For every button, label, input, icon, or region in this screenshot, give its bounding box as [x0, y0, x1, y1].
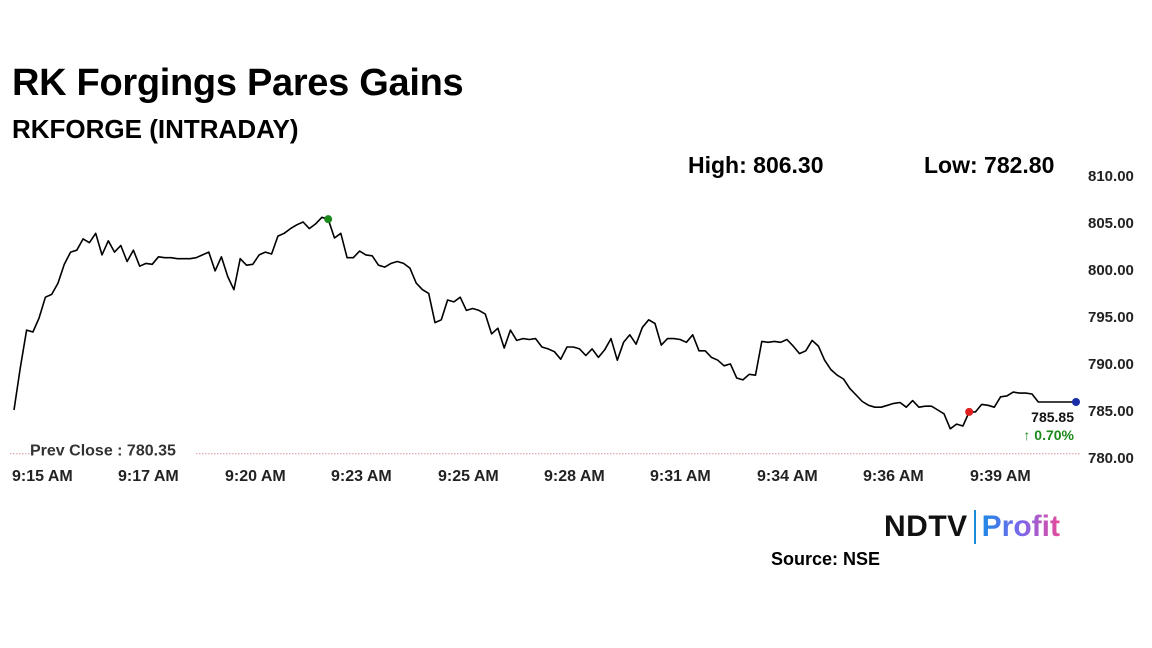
low-point-marker: [965, 407, 974, 416]
x-tick-label: 9:23 AM: [331, 468, 392, 485]
x-tick-label: 9:31 AM: [650, 468, 711, 485]
last-point-marker: [1072, 398, 1080, 407]
low-stat: Low: 782.80: [924, 152, 1055, 178]
brand-profit-text: Profit: [981, 510, 1060, 543]
x-tick-label: 9:36 AM: [863, 468, 924, 485]
x-tick-label: 9:17 AM: [118, 468, 179, 485]
high-stat: High: 806.30: [688, 152, 824, 178]
prev-close-label: Prev Close : 780.35: [30, 443, 176, 460]
ndtv-profit-logo: NDTV Profit: [884, 510, 1060, 544]
y-tick-label: 795.00: [1088, 309, 1134, 326]
x-tick-label: 9:34 AM: [757, 468, 818, 485]
price-line: [13, 216, 1076, 430]
x-tick-label: 9:20 AM: [225, 468, 286, 485]
chart-subtitle: RKFORGE (INTRADAY): [12, 114, 299, 144]
last-value-label: 785.85: [1031, 409, 1074, 425]
y-tick-label: 790.00: [1088, 356, 1134, 373]
y-tick-label: 805.00: [1088, 215, 1134, 232]
x-tick-label: 9:39 AM: [970, 468, 1031, 485]
high-point-marker: [324, 215, 333, 224]
y-tick-label: 800.00: [1088, 262, 1134, 279]
brand-ndtv-text: NDTV: [884, 510, 968, 543]
chart-title: RK Forgings Pares Gains: [12, 62, 464, 104]
x-tick-label: 9:28 AM: [544, 468, 605, 485]
x-tick-label: 9:15 AM: [12, 468, 73, 485]
x-tick-label: 9:25 AM: [438, 468, 499, 485]
y-tick-label: 785.00: [1088, 403, 1134, 420]
brand-divider: [973, 510, 976, 544]
y-tick-label: 810.00: [1088, 168, 1134, 185]
intraday-line-chart: Prev Close : 780.35 810.00 805.00 800.00 795…: [10, 168, 1134, 485]
source-label: Source: NSE: [771, 549, 881, 569]
y-tick-label: 780.00: [1088, 450, 1134, 467]
change-percent-label: ↑ 0.70%: [1023, 427, 1074, 443]
